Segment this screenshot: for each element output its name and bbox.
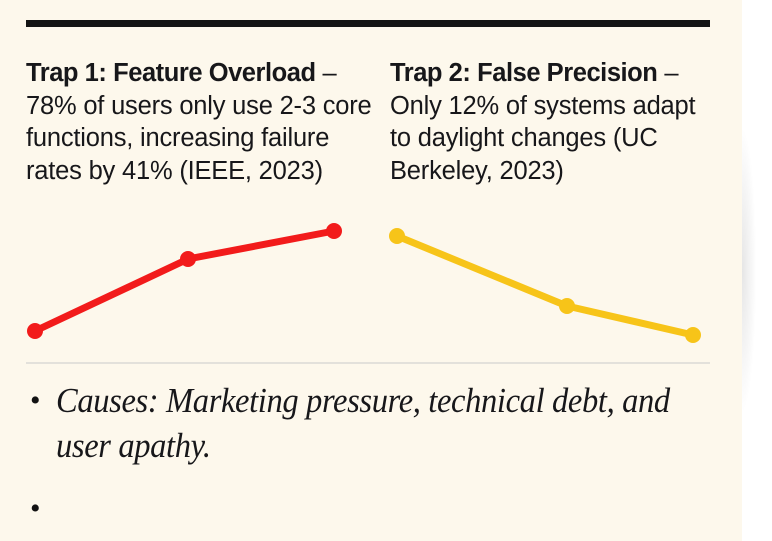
column-trap-2: Trap 2: False Precision – Only 12% of sy…	[390, 57, 715, 187]
top-rule-divider	[26, 20, 710, 27]
column-trap-1: Trap 1: Feature Overload – 78% of users …	[26, 57, 374, 187]
trap-2-trend-line	[393, 232, 697, 339]
trap-1-body: – 78% of users only use 2-3 core functio…	[26, 59, 372, 185]
list-item: •	[26, 486, 716, 531]
bullet-marker-icon: •	[30, 492, 41, 525]
section-divider	[26, 362, 710, 364]
list-item: • Causes: Marketing pressure, technical …	[26, 378, 716, 468]
trap-1-trend-point-0	[27, 323, 43, 339]
trap-1-trend-point-2	[326, 223, 342, 239]
trap-1-heading: Trap 1: Feature Overload	[26, 59, 316, 87]
bullet-list: • Causes: Marketing pressure, technical …	[26, 378, 716, 535]
trap-2-trend-point-2	[685, 327, 701, 343]
bullet-marker-icon: •	[30, 384, 41, 417]
trap-2-trend-point-1	[559, 298, 575, 314]
trap-2-body: – Only 12% of systems adapt to daylight …	[390, 59, 696, 185]
page-right-margin	[742, 0, 772, 541]
trap-2-trend	[389, 228, 701, 343]
slide-canvas: Trap 1: Feature Overload – 78% of users …	[0, 0, 742, 541]
bullet-text-empty	[56, 486, 670, 516]
trap-2-heading: Trap 2: False Precision	[390, 59, 658, 87]
trap-1-trend	[27, 223, 342, 339]
trap-2-trend-point-0	[389, 228, 405, 244]
bullet-text-causes: Causes: Marketing pressure, technical de…	[56, 381, 670, 465]
trap-1-trend-line	[31, 227, 338, 335]
trap-1-trend-point-1	[180, 251, 196, 267]
